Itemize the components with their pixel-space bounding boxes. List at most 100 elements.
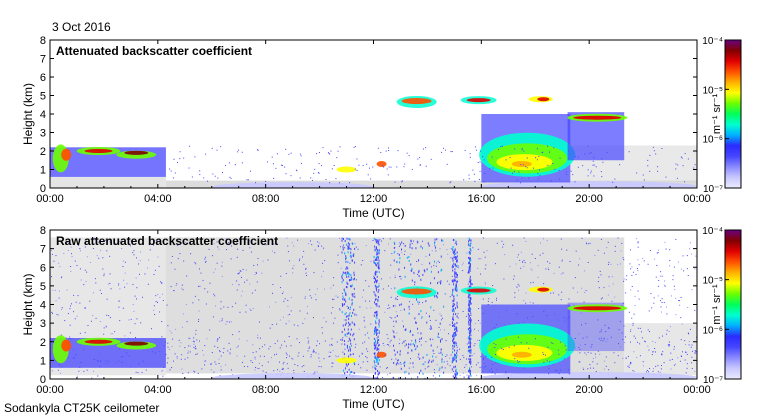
noise-speck [337, 254, 339, 256]
scatter-speck [520, 182, 522, 184]
noise-speck [213, 243, 215, 245]
scatter-speck [450, 151, 452, 153]
noise-speck [77, 244, 79, 246]
noise-speck [389, 345, 391, 347]
noise-speck [349, 339, 351, 342]
noise-speck [467, 296, 469, 298]
noise-speck [625, 279, 627, 281]
noise-speck [529, 262, 531, 264]
noise-speck [228, 242, 230, 244]
noise-speck [429, 338, 431, 341]
noise-speck [434, 245, 436, 247]
x-tick-label: 20:00 [575, 193, 603, 205]
noise-speck [239, 311, 241, 313]
noise-speck [430, 306, 432, 309]
noise-speck [434, 241, 436, 243]
scatter-speck [518, 171, 520, 173]
noise-speck [452, 351, 454, 354]
noise-speck [375, 257, 377, 260]
noise-speck [366, 369, 368, 371]
noise-speck [348, 355, 350, 358]
noise-speck [249, 283, 251, 285]
y-tick-label: 5 [40, 91, 46, 103]
scatter-speck [378, 371, 380, 373]
noise-speck [302, 322, 304, 324]
scatter-speck [299, 177, 301, 179]
noise-speck [681, 356, 683, 358]
noise-speck [71, 253, 73, 255]
noise-speck [291, 242, 293, 244]
noise-speck [345, 271, 347, 274]
noise-speck [430, 325, 432, 327]
noise-speck [180, 242, 182, 244]
noise-speck [352, 311, 354, 314]
noise-speck [441, 360, 443, 363]
noise-speck [482, 298, 484, 300]
scatter-speck [308, 340, 310, 342]
scatter-speck [376, 337, 378, 339]
noise-speck [351, 254, 353, 257]
scatter-speck [435, 356, 437, 358]
noise-speck [496, 297, 498, 299]
noise-speck [216, 241, 218, 243]
noise-speck [695, 352, 697, 354]
noise-speck [469, 332, 471, 335]
noise-speck [376, 253, 378, 256]
scatter-speck [228, 162, 230, 164]
noise-speck [666, 313, 668, 315]
noise-speck [376, 239, 378, 242]
scatter-speck [359, 355, 361, 357]
noise-speck [604, 324, 606, 326]
noise-speck [322, 332, 324, 334]
noise-speck [451, 305, 453, 308]
noise-speck [373, 332, 375, 335]
noise-speck [417, 241, 419, 243]
noise-speck [478, 339, 480, 341]
noise-speck [453, 366, 455, 369]
noise-speck [455, 313, 457, 316]
noise-speck [378, 359, 380, 362]
noise-speck [352, 353, 354, 356]
scatter-speck [310, 356, 312, 358]
noise-speck [574, 277, 576, 279]
scatter-speck [316, 345, 318, 347]
noise-speck [376, 376, 378, 379]
noise-speck [343, 297, 345, 299]
scatter-speck [411, 340, 413, 342]
noise-speck [440, 255, 442, 258]
noise-speck [330, 287, 332, 289]
scatter-speck [321, 165, 323, 167]
noise-speck [431, 250, 433, 252]
noise-speck [691, 344, 693, 346]
noise-speck [456, 377, 458, 379]
noise-speck [375, 286, 377, 289]
noise-speck [469, 281, 471, 284]
noise-speck [124, 286, 126, 288]
noise-speck [361, 296, 363, 298]
scatter-speck [690, 346, 692, 348]
noise-speck [581, 324, 583, 326]
noise-speck [665, 248, 667, 250]
noise-speck [454, 287, 456, 290]
noise-speck [52, 312, 54, 314]
scatter-speck [296, 338, 298, 340]
noise-speck [394, 336, 396, 339]
noise-speck [374, 353, 376, 356]
scatter-speck [642, 174, 644, 176]
noise-speck [347, 321, 349, 324]
noise-speck [405, 371, 407, 373]
noise-speck [312, 350, 314, 352]
scatter-speck [684, 181, 686, 183]
noise-speck [469, 309, 471, 312]
scatter-speck [281, 368, 283, 370]
noise-speck [162, 299, 164, 301]
noise-speck [449, 296, 451, 298]
noise-speck [351, 303, 353, 306]
noise-speck [649, 367, 651, 369]
noise-speck [628, 311, 630, 313]
noise-speck [214, 361, 216, 363]
noise-speck [480, 258, 482, 260]
noise-speck [455, 240, 457, 243]
noise-speck [311, 244, 313, 246]
noise-speck [420, 369, 422, 372]
